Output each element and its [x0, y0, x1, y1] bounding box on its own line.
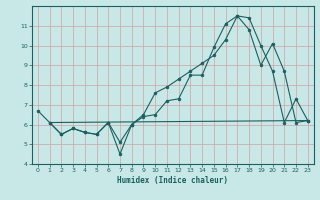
X-axis label: Humidex (Indice chaleur): Humidex (Indice chaleur) — [117, 176, 228, 185]
